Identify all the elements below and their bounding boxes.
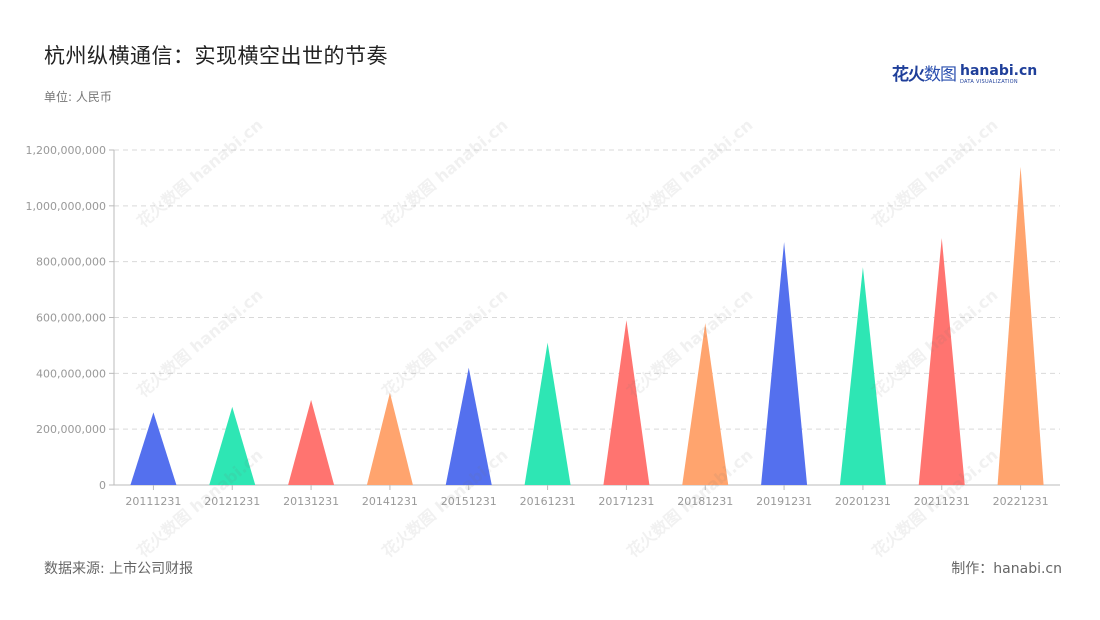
y-tick-label: 600,000,000 — [36, 312, 106, 325]
x-tick-label: 20221231 — [993, 495, 1049, 508]
brand-logo: 花火数图 hanabi.cn DATA VISUALIZATION — [892, 60, 1037, 85]
bar-20221231 — [997, 166, 1044, 485]
x-tick-label: 20121231 — [204, 495, 260, 508]
bar-20171231 — [603, 320, 650, 485]
y-tick-label: 0 — [99, 479, 106, 492]
bar-20211231 — [918, 237, 965, 485]
chart-title: 杭州纵横通信：实现横空出世的节奏 — [44, 44, 388, 68]
y-tick-label: 800,000,000 — [36, 256, 106, 269]
x-tick-label: 20161231 — [520, 495, 576, 508]
y-tick-label: 200,000,000 — [36, 423, 106, 436]
unit-label: 单位: 人民币 — [44, 90, 112, 104]
x-tick-label: 20111231 — [125, 495, 181, 508]
x-tick-label: 20151231 — [441, 495, 497, 508]
logo-cn-light: 数图 — [924, 65, 957, 85]
made-by: 制作：hanabi.cn — [951, 561, 1062, 577]
x-tick-label: 20131231 — [283, 495, 339, 508]
y-tick-label: 1,200,000,000 — [26, 144, 106, 157]
x-tick-label: 20211231 — [914, 495, 970, 508]
y-tick-label: 1,000,000,000 — [26, 200, 106, 213]
bar-20161231 — [524, 342, 571, 485]
bar-20151231 — [445, 367, 492, 485]
logo-en: hanabi.cn DATA VISUALIZATION — [960, 64, 1037, 85]
bar-20201231 — [839, 267, 886, 485]
bar-20141231 — [366, 392, 413, 485]
x-tick-label: 20191231 — [756, 495, 812, 508]
grid-layer — [114, 149, 1060, 430]
y-tick-label: 400,000,000 — [36, 367, 106, 380]
x-tick-label: 20171231 — [598, 495, 654, 508]
bar-20191231 — [761, 242, 808, 485]
logo-en-sub: DATA VISUALIZATION — [960, 79, 1018, 85]
bar-layer — [130, 166, 1044, 485]
x-tick-label: 20141231 — [362, 495, 418, 508]
bar-20131231 — [288, 399, 335, 485]
x-tick-label: 20201231 — [835, 495, 891, 508]
axis-layer: 0 200,000,000 400,000,000 600,000,000 800,00… — [26, 144, 1060, 508]
bar-20121231 — [209, 406, 256, 485]
bar-20111231 — [130, 412, 177, 485]
x-tick-label: 20181231 — [677, 495, 733, 508]
data-source: 数据来源: 上市公司财报 — [44, 561, 194, 577]
logo-en-main: hanabi.cn — [960, 63, 1038, 79]
logo-cn: 花火数图 — [892, 60, 957, 85]
logo-cn-bold: 花火 — [892, 65, 925, 85]
bar-20181231 — [682, 323, 729, 485]
